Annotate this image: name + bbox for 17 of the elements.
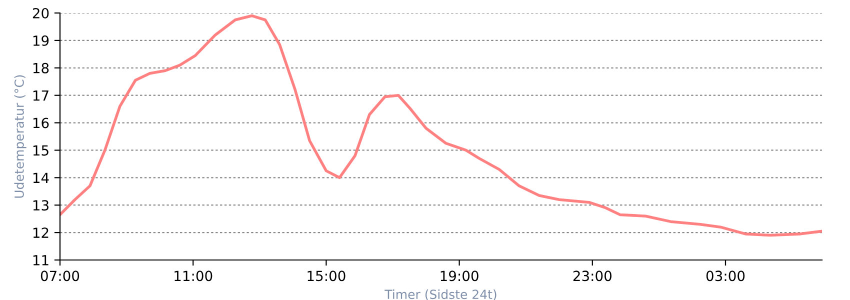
x-tick-label: 19:00: [440, 270, 478, 282]
y-tick-label: 13: [33, 200, 48, 211]
x-tick-label: 07:00: [40, 270, 80, 282]
y-axis-title: Udetemperatur (°C): [14, 75, 26, 198]
x-tick-label: 11:00: [174, 270, 212, 282]
y-tick-label: 11: [33, 255, 48, 266]
y-tick-label: 16: [33, 118, 49, 128]
y-tick-label: 12: [33, 228, 48, 238]
y-tick-label: 14: [33, 172, 49, 183]
y-tick-label: 17: [33, 90, 48, 101]
y-tick-label: 18: [33, 62, 49, 74]
y-tick-label: 20: [32, 8, 49, 18]
y-tick-label: 15: [33, 145, 48, 156]
y-tick-label: 19: [33, 35, 49, 46]
x-tick-label: 23:00: [573, 270, 612, 282]
x-tick-label: 15:00: [308, 270, 346, 282]
x-tick-label: 03:00: [706, 270, 745, 282]
